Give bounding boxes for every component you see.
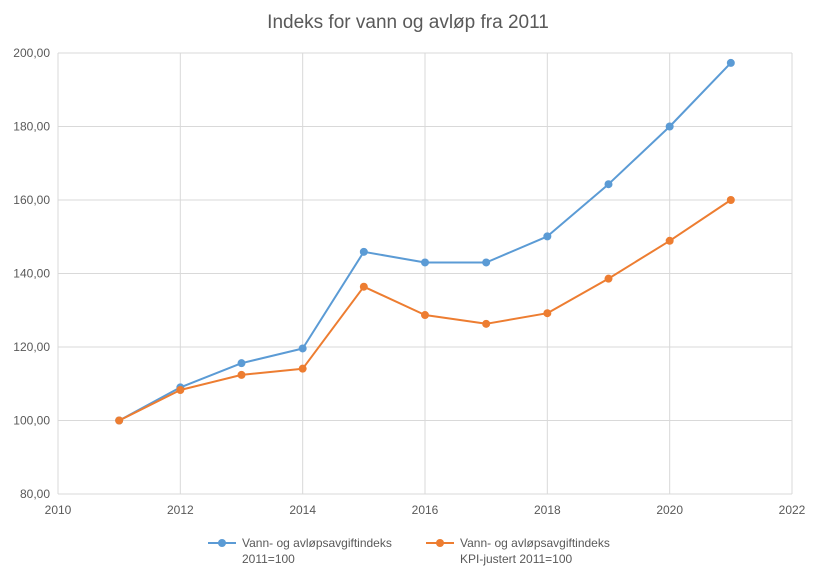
- y-tick-label: 160,00: [13, 193, 50, 207]
- data-point-series-2: [482, 319, 491, 328]
- x-tick-label: 2016: [412, 503, 439, 517]
- data-point-series-1: [604, 180, 613, 189]
- legend-label-1: 2011=100: [242, 552, 295, 566]
- chart-title: Indeks for vann og avløp fra 2011: [267, 12, 549, 33]
- gridlines: [57, 52, 793, 495]
- legend-label-2: Vann- og avløpsavgiftindeks: [460, 536, 610, 550]
- data-point-series-1: [359, 247, 368, 256]
- x-tick-label: 2020: [656, 503, 683, 517]
- data-point-series-2: [726, 196, 735, 204]
- y-tick-label: 180,00: [13, 120, 50, 134]
- data-point-series-2: [115, 416, 124, 425]
- data-point-series-2: [359, 282, 368, 291]
- data-point-series-1: [421, 258, 429, 267]
- data-point-series-2: [604, 274, 613, 283]
- data-point-series-1: [726, 58, 735, 67]
- legend-marker-2: [436, 539, 444, 547]
- data-point-series-1: [298, 344, 307, 353]
- data-point-series-2: [298, 364, 307, 373]
- data-point-series-1: [237, 359, 246, 368]
- legend-label-1: Vann- og avløpsavgiftindeks: [242, 536, 392, 550]
- legend-marker-1: [218, 539, 226, 547]
- y-tick-label: 80,00: [20, 487, 50, 501]
- data-point-series-2: [665, 236, 674, 245]
- x-tick-label: 2022: [779, 503, 806, 517]
- y-tick-label: 200,00: [13, 46, 50, 60]
- y-tick-label: 140,00: [13, 267, 50, 281]
- data-point-series-2: [421, 311, 429, 320]
- data-point-series-1: [665, 122, 674, 131]
- legend: Vann- og avløpsavgiftindeks 2011=100 Vann-…: [208, 536, 610, 566]
- y-tick-label: 120,00: [13, 340, 50, 354]
- y-tick-label: 100,00: [13, 414, 50, 428]
- data-point-series-2: [176, 385, 185, 394]
- x-tick-label: 2010: [45, 503, 72, 517]
- axes: 80,00 100,00 120,00 140,00 160,00 180,00 200,0…: [13, 46, 805, 517]
- data-point-series-2: [543, 309, 552, 318]
- x-tick-label: 2014: [289, 503, 316, 517]
- data-point-series-1: [543, 232, 552, 241]
- series-group: [115, 58, 735, 425]
- x-tick-label: 2012: [167, 503, 194, 517]
- data-point-series-2: [237, 370, 246, 379]
- data-point-series-1: [482, 258, 491, 267]
- x-tick-label: 2018: [534, 503, 561, 517]
- legend-label-2: KPI-justert 2011=100: [460, 552, 573, 566]
